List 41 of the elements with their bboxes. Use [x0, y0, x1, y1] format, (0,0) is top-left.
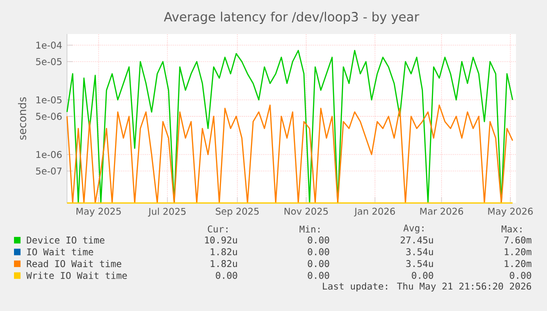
text: 3.54u — [406, 260, 433, 268]
text: 1.20m — [504, 248, 532, 256]
text: 0.00 — [412, 272, 434, 279]
x-tick-label: Nov 2025 — [284, 208, 328, 215]
x-tick-label: May 2026 — [488, 208, 533, 217]
chart-title: Average latency for /dev/loop3 - by year — [164, 12, 420, 24]
text: Min: — [300, 225, 320, 233]
text: Last update: Thu May 21 21:56:20 2026 — [322, 282, 532, 292]
y-tick-label: 1e-06 — [36, 151, 62, 158]
text: 0.00 — [308, 272, 330, 279]
text: 7.60m — [504, 236, 532, 244]
text: 1.82u — [210, 260, 237, 268]
legend-label: IO Wait time — [27, 248, 94, 256]
line-series — [66, 104, 514, 204]
text: 0.00 — [308, 248, 330, 256]
text: Max: — [502, 226, 522, 232]
y-tick-label: 1e-05 — [36, 96, 62, 104]
text: 0.00 — [510, 272, 532, 279]
x-tick-label: May 2025 — [76, 208, 121, 217]
legend-label: Read IO Wait time — [26, 260, 122, 268]
x-tick-label: Jul 2025 — [148, 208, 186, 217]
text: Cur: — [208, 225, 228, 233]
text: Avg: — [403, 224, 424, 234]
text: 10.92u — [205, 236, 237, 244]
legend-label: Device IO time — [26, 236, 104, 244]
x-tick-label: Sep 2025 — [216, 208, 259, 217]
text: 0.00 — [216, 272, 238, 279]
x-tick-label: Jan 2026 — [354, 208, 395, 216]
y-axis-title: seconds — [18, 97, 26, 140]
text: 3.54u — [406, 248, 433, 256]
y-tick-label: 5e-07 — [36, 167, 62, 175]
text: 1.82u — [210, 248, 237, 256]
text: 0.00 — [308, 236, 330, 244]
y-tick-label: 5e-06 — [36, 112, 62, 120]
y-tick-label: 1e-04 — [36, 42, 62, 49]
x-tick-label: Mar 2026 — [420, 208, 464, 215]
legend-label: Write IO Wait time — [26, 272, 127, 279]
text: 1.20m — [504, 260, 532, 268]
y-tick-label: 5e-05 — [36, 58, 62, 66]
text: 27.45u — [400, 236, 433, 244]
text: 0.00 — [308, 260, 330, 268]
